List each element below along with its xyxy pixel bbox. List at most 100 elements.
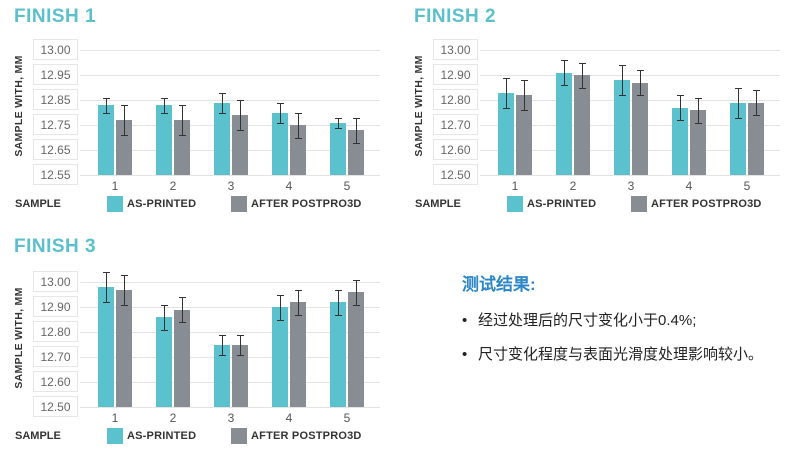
error-bar [356,279,357,305]
x-tick-label: 2 [169,411,177,425]
bar-after-postpro3d [290,125,306,175]
error-cap [353,279,360,281]
error-cap [121,105,128,106]
error-bar [240,334,241,355]
y-tick-label: 12.60 [33,371,78,392]
test-results: 测试结果: • 经过处理后的尺寸变化小于0.4%; • 尺寸变化程度与表面光滑度处理… [462,270,792,377]
error-cap [179,135,186,136]
error-bar [222,92,223,113]
y-tick-label: 13.00 [433,39,478,60]
gridline [80,282,380,283]
legend-swatch-as-printed [107,428,123,444]
gridline [480,50,780,51]
bar-after-postpro3d [232,344,248,407]
error-bar [506,77,507,108]
x-tick-label: 4 [285,179,293,193]
gridline [480,150,780,151]
y-tick-label: 12.75 [33,114,78,135]
bar-as-printed [330,122,346,175]
error-bar [680,95,681,120]
error-bar [280,102,281,123]
gridline [80,332,380,333]
error-cap [103,97,110,99]
y-tick-label: 12.85 [33,89,78,110]
error-bar [164,97,165,113]
error-bar [298,112,299,138]
gridline [480,75,780,76]
y-tick-label: 12.60 [433,139,478,160]
bar-after-postpro3d [574,75,590,175]
y-tick-label: 12.70 [33,346,78,367]
error-bar [640,70,641,95]
error-cap [237,130,244,131]
chart-title: FINISH 2 [414,6,497,27]
error-bar [182,105,183,135]
error-cap [335,289,342,291]
error-cap [295,289,302,291]
y-tick-label: 12.90 [33,296,78,317]
y-tick-label: 12.65 [33,139,78,160]
error-cap [521,110,528,111]
error-cap [753,115,760,116]
bar-after-postpro3d [116,120,132,175]
bullet-icon: • [462,312,468,329]
error-cap [295,137,302,139]
error-bar [222,334,223,355]
bar-after-postpro3d [690,110,706,175]
x-axis-label: SAMPLE [15,198,61,210]
legend-as-printed: AS-PRINTED [127,430,197,442]
x-tick-label: 1 [111,179,119,193]
error-cap [103,112,110,114]
error-bar [298,289,299,315]
error-cap [121,274,128,276]
legend-swatch-as-printed [107,196,123,212]
legend-after-postpro3d: AFTER POSTPRO3D [251,430,362,442]
error-cap [735,87,742,89]
legend-after-postpro3d: AFTER POSTPRO3D [251,198,362,210]
legend-as-printed: AS-PRINTED [527,198,597,210]
x-tick-label: 4 [285,411,293,425]
error-cap [335,117,342,119]
y-tick-label: 12.95 [33,64,78,85]
error-cap [237,334,244,336]
chart-title: FINISH 3 [14,236,97,257]
error-cap [619,95,626,96]
error-cap [335,314,342,316]
error-cap [237,100,244,101]
gridline [80,100,380,101]
x-tick-label: 2 [169,179,177,193]
error-bar [622,65,623,95]
legend-swatch-after-postpro3d [231,428,247,444]
x-tick-label: 1 [111,411,119,425]
gridline [480,125,780,126]
finish-1-chart: FINISH 1 SAMPLE WITH, MM 13.00 12.95 12.85 12… [0,0,400,225]
error-cap [503,107,510,109]
error-bar [738,87,739,118]
error-cap [753,90,760,91]
gridline [80,307,380,308]
x-tick-label: 5 [343,179,351,193]
x-tick-label: 5 [743,179,751,193]
error-cap [179,105,186,106]
error-cap [579,62,586,64]
bar-after-postpro3d [290,302,306,407]
y-tick-label: 12.50 [433,164,478,185]
bar-after-postpro3d [116,289,132,407]
x-tick-label: 5 [343,411,351,425]
error-bar [164,304,165,330]
legend-after-postpro3d: AFTER POSTPRO3D [651,198,762,210]
legend-swatch-after-postpro3d [631,196,647,212]
error-cap [637,70,644,71]
y-tick-label: 13.00 [33,271,78,292]
error-cap [353,117,360,119]
y-axis-label: SAMPLE WITH, MM [13,287,25,389]
bar-as-printed [156,105,172,175]
legend-as-printed: AS-PRINTED [127,198,197,210]
error-cap [695,97,702,99]
error-cap [295,112,302,114]
error-cap [121,135,128,136]
error-cap [735,117,742,119]
gridline [80,382,380,383]
error-cap [277,294,284,296]
bar-as-printed [498,92,514,175]
